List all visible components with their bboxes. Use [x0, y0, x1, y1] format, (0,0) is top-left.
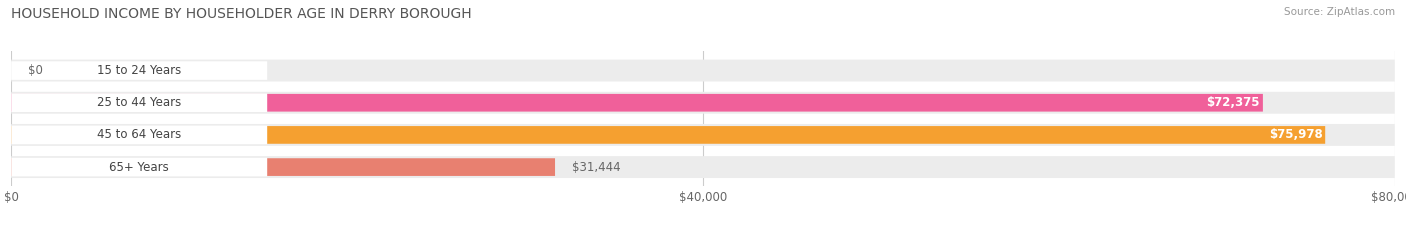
FancyBboxPatch shape — [11, 126, 1326, 144]
FancyBboxPatch shape — [11, 93, 267, 112]
FancyBboxPatch shape — [11, 94, 1263, 112]
Text: $0: $0 — [28, 64, 42, 77]
Text: 15 to 24 Years: 15 to 24 Years — [97, 64, 181, 77]
Text: $75,978: $75,978 — [1268, 128, 1323, 141]
FancyBboxPatch shape — [11, 126, 267, 144]
FancyBboxPatch shape — [11, 92, 1395, 114]
Text: 45 to 64 Years: 45 to 64 Years — [97, 128, 181, 141]
FancyBboxPatch shape — [11, 158, 267, 176]
Text: HOUSEHOLD INCOME BY HOUSEHOLDER AGE IN DERRY BOROUGH: HOUSEHOLD INCOME BY HOUSEHOLDER AGE IN D… — [11, 7, 472, 21]
Text: 25 to 44 Years: 25 to 44 Years — [97, 96, 181, 109]
FancyBboxPatch shape — [11, 156, 1395, 178]
FancyBboxPatch shape — [11, 61, 267, 80]
Text: 65+ Years: 65+ Years — [110, 161, 169, 174]
FancyBboxPatch shape — [11, 60, 1395, 82]
FancyBboxPatch shape — [11, 124, 1395, 146]
Text: $31,444: $31,444 — [572, 161, 620, 174]
Text: Source: ZipAtlas.com: Source: ZipAtlas.com — [1284, 7, 1395, 17]
FancyBboxPatch shape — [11, 158, 555, 176]
Text: $72,375: $72,375 — [1206, 96, 1260, 109]
